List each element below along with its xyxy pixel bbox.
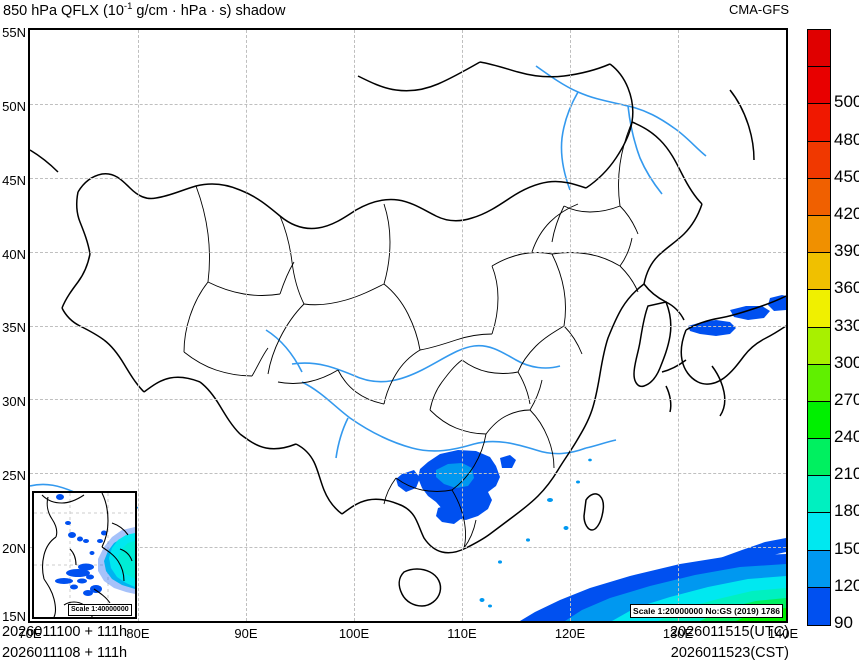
title-text: 850 hPa QFLX (10 (3, 2, 124, 19)
province-boundaries (183, 121, 639, 549)
colorbar-label-90: 90 (834, 613, 853, 632)
colorbar-label-240: 240 (834, 427, 859, 447)
colorbar-label-270: 270 (834, 389, 859, 409)
colorbar-band-7 (808, 327, 830, 365)
gridline-lat-30 (30, 399, 786, 401)
gridline-lat-45 (30, 178, 786, 180)
model-label: CMA-GFS (729, 2, 789, 17)
colorbar-band-6 (808, 364, 830, 402)
colorbar-label-360: 360 (834, 278, 859, 298)
colorbar-band-3 (808, 476, 830, 514)
colorbar[interactable] (807, 29, 831, 626)
lat-label-30n: 30N (2, 394, 26, 409)
gridline-lon-110 (462, 30, 463, 621)
colorbar-label-330: 330 (834, 315, 859, 335)
gridline-lat-20 (30, 546, 786, 548)
page-title: 850 hPa QFLX (10-1 g/cm · hPa · s) shado… (3, 1, 285, 19)
colorbar-label-180: 180 (834, 501, 859, 521)
lat-label-50n: 50N (2, 99, 26, 114)
footer-valid-time-cst: 2026011523(CST) (670, 645, 789, 661)
lat-label-35n: 35N (2, 320, 26, 335)
colorbar-label-150: 150 (834, 538, 859, 558)
colorbar-band-13 (808, 104, 830, 142)
gridline-lat-35 (30, 325, 786, 327)
lon-label-110e: 110E (447, 626, 477, 641)
inset-map-svg (34, 493, 135, 617)
lat-label-20n: 20N (2, 541, 26, 556)
gridline-lon-80 (138, 30, 139, 621)
gridline-lat-50 (30, 104, 786, 106)
footer-init-time-cst: 2026011108 + 111h (2, 645, 128, 661)
shade-scattered (479, 458, 592, 608)
colorbar-label-500: 500 (834, 92, 859, 112)
colorbar-band-11 (808, 178, 830, 216)
colorbar-band-12 (808, 141, 830, 179)
colorbar-band-4 (808, 439, 830, 477)
colorbar-label-300: 300 (834, 352, 859, 372)
lon-label-100e: 100E (338, 626, 370, 641)
map-scale-label: Scale 1:20000000 No:GS (2019) 1786 (630, 604, 783, 618)
lat-label-15n: 15N (2, 609, 26, 624)
colorbar-band-0 (808, 587, 830, 625)
lon-label-130e: 130E (662, 626, 694, 641)
colorbar-band-14 (808, 67, 830, 105)
lon-label-140e: 140E (767, 626, 799, 641)
shade-japan-e (768, 295, 786, 311)
rivers (30, 65, 707, 509)
colorbar-band-15 (808, 30, 830, 68)
gridline-lon-120 (570, 30, 571, 621)
shade-guangxi (436, 504, 462, 524)
colorbar-band-2 (808, 513, 830, 551)
gridline-lon-130 (678, 30, 679, 621)
colorbar-band-5 (808, 401, 830, 440)
shade-guizhou-west (396, 470, 420, 492)
colorbar-label-450: 450 (834, 166, 859, 186)
lon-label-90e: 90E (234, 626, 258, 641)
title-units: g/cm · hPa · s) shadow (132, 2, 286, 19)
gridline-lon-90 (246, 30, 247, 621)
colorbar-label-480: 480 (834, 129, 859, 149)
shade-hunan-spot (500, 455, 516, 468)
lat-label-25n: 25N (2, 468, 26, 483)
gridline-lat-40 (30, 251, 786, 253)
colorbar-band-9 (808, 253, 830, 291)
colorbar-band-8 (808, 290, 830, 328)
map-canvas[interactable]: Scale 1:20000000 No:GS (2019) 1786 (30, 30, 786, 621)
shade-guizhou-core (436, 463, 474, 488)
colorbar-label-210: 210 (834, 464, 859, 484)
lon-label-120e: 120E (554, 626, 586, 641)
map-frame[interactable]: Scale 1:20000000 No:GS (2019) 1786 (28, 28, 788, 623)
colorbar-label-390: 390 (834, 241, 859, 261)
lat-label-55n: 55N (2, 25, 26, 40)
footer-valid-time-utc: 2026011515(UTC) (669, 624, 789, 640)
colorbar-band-1 (808, 550, 830, 588)
shade-japan-c (730, 306, 770, 320)
lat-label-40n: 40N (2, 247, 26, 262)
colorbar-band-10 (808, 215, 830, 254)
national-border (30, 61, 786, 607)
gridline-lon-100 (354, 30, 355, 621)
colorbar-label-120: 120 (834, 575, 859, 595)
footer-init-time-utc: 2026011100 + 111h (2, 624, 128, 640)
gridline-lat-25 (30, 473, 786, 475)
inset-map[interactable]: Scale 1:40000000 (32, 491, 137, 619)
colorbar-label-420: 420 (834, 203, 859, 223)
shade-japan-w (688, 320, 736, 336)
shade-scs-tongue (720, 538, 786, 564)
lon-label-80e: 80E (126, 626, 150, 641)
inset-scale-label: Scale 1:40000000 (68, 604, 132, 616)
lat-label-45n: 45N (2, 173, 26, 188)
lon-label-70e: 70E (18, 626, 42, 641)
title-exponent: -1 (123, 1, 133, 12)
